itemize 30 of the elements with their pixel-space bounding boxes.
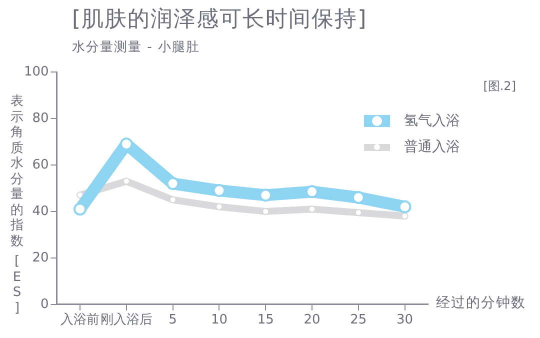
point [212, 184, 226, 198]
x-tick-label: 25 [350, 312, 367, 328]
legend-label: 普通入浴 [404, 138, 460, 156]
point [259, 188, 272, 202]
point [169, 196, 176, 204]
y-tick-label: 80 [32, 110, 49, 126]
y-tick-label: 40 [32, 204, 49, 219]
text: [图.2] [483, 78, 516, 95]
y-tick-label: 20 [32, 250, 49, 266]
point [352, 190, 365, 204]
point [398, 200, 412, 214]
chart-title: [肌肤的润泽感可长时间保持] [72, 6, 368, 34]
point [216, 203, 223, 210]
y-tick-label: 0 [40, 296, 49, 312]
x-tick-label: 入浴前 [60, 312, 100, 328]
point [401, 212, 408, 220]
y-tick-label: 60 [32, 157, 49, 172]
x-tick-label: 30 [396, 312, 414, 328]
x-axis-title: 经过的分钟数 [436, 294, 526, 312]
point [166, 177, 180, 190]
x-tick-label: 20 [304, 312, 320, 328]
x-tick-label: 15 [257, 312, 274, 328]
legend-label: 氢气入浴 [404, 112, 460, 130]
x-tick-label: 10 [210, 312, 228, 328]
x-tick-label: 5 [168, 312, 177, 328]
x-tick-label: 刚入浴后 [100, 312, 152, 328]
y-tick-label: 100 [24, 64, 49, 80]
text: 表示角质水分量的指数 [ES] [10, 94, 24, 316]
chart-subtitle: 水分量测量 - 小腿肚 [72, 39, 200, 56]
point [74, 202, 87, 216]
